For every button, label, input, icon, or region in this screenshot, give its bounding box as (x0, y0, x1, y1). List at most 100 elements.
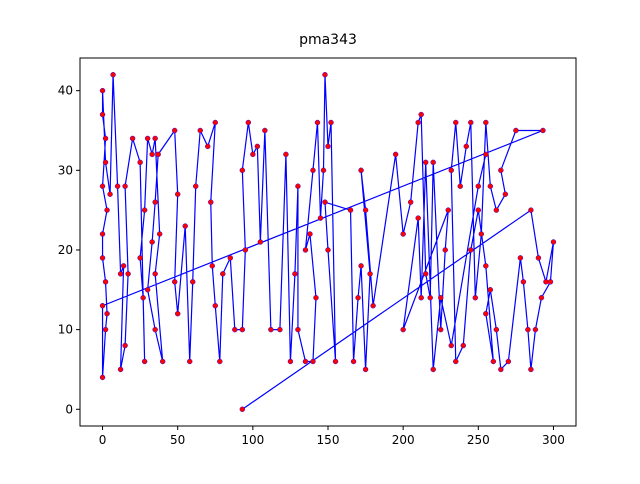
point (453, 119, 459, 126)
point (117, 366, 124, 373)
point (295, 326, 301, 333)
point (310, 167, 316, 174)
point (453, 358, 459, 365)
point (415, 215, 421, 221)
point (325, 143, 331, 150)
point (99, 87, 106, 94)
point (457, 183, 463, 189)
point (320, 167, 327, 174)
point (468, 119, 474, 126)
point (358, 167, 364, 174)
point (472, 295, 478, 301)
point (227, 255, 234, 261)
point (445, 207, 451, 213)
point (478, 231, 485, 237)
point (418, 295, 424, 301)
point (292, 271, 298, 277)
y-tick-label: 30 (58, 163, 73, 177)
point (268, 326, 274, 333)
point (190, 279, 196, 285)
point (525, 326, 531, 333)
point (543, 279, 549, 285)
point (314, 119, 321, 126)
point (438, 295, 444, 301)
point (362, 207, 369, 213)
point (448, 342, 454, 349)
point (362, 366, 369, 373)
point (505, 358, 512, 365)
point (295, 183, 301, 189)
point (152, 135, 158, 142)
point (102, 326, 109, 333)
point (212, 119, 218, 126)
point (547, 279, 554, 285)
point (538, 295, 545, 301)
point (498, 167, 504, 174)
point (137, 159, 143, 166)
point (99, 111, 106, 118)
point (287, 358, 294, 365)
point (250, 151, 256, 158)
point (152, 326, 158, 333)
point (208, 199, 214, 205)
x-tick-label: 0 (99, 433, 107, 447)
point (120, 263, 127, 269)
point (310, 358, 316, 365)
point (122, 342, 128, 349)
point (430, 159, 436, 166)
point (137, 255, 143, 261)
point (99, 255, 106, 261)
point (283, 151, 289, 158)
point (448, 167, 454, 174)
point (438, 326, 444, 333)
point (322, 72, 328, 78)
point (171, 127, 178, 134)
point (325, 247, 331, 253)
point (209, 263, 215, 269)
y-tick-label: 0 (65, 402, 73, 416)
point (141, 358, 148, 365)
point (110, 72, 116, 78)
point (427, 295, 433, 301)
point (550, 239, 557, 245)
point (483, 119, 489, 126)
x-tick-label: 250 (467, 433, 490, 447)
y-tick-label: 20 (58, 243, 73, 257)
point (257, 239, 264, 245)
point (358, 263, 364, 269)
point (149, 239, 155, 245)
point (205, 143, 211, 150)
point (187, 358, 193, 365)
point (102, 159, 109, 166)
point (102, 279, 109, 285)
point (239, 406, 246, 412)
point (129, 135, 136, 142)
point (540, 127, 546, 134)
point (475, 207, 482, 213)
point (468, 247, 474, 253)
x-tick-label: 50 (170, 433, 185, 447)
point (125, 271, 131, 277)
point (144, 287, 151, 293)
x-tick-label: 200 (392, 433, 415, 447)
point (498, 366, 504, 373)
point (355, 295, 361, 301)
x-tick-label: 150 (317, 433, 340, 447)
point (328, 119, 334, 126)
point (535, 255, 542, 261)
point (517, 255, 524, 261)
point (430, 366, 436, 373)
point (422, 159, 429, 166)
point (513, 127, 519, 134)
point (528, 366, 534, 373)
point (487, 183, 494, 189)
point (99, 374, 106, 381)
point (532, 326, 539, 333)
point (502, 191, 509, 197)
point (520, 279, 527, 285)
point (347, 207, 354, 213)
chart-title: pma343 (299, 32, 357, 48)
point (302, 247, 309, 253)
